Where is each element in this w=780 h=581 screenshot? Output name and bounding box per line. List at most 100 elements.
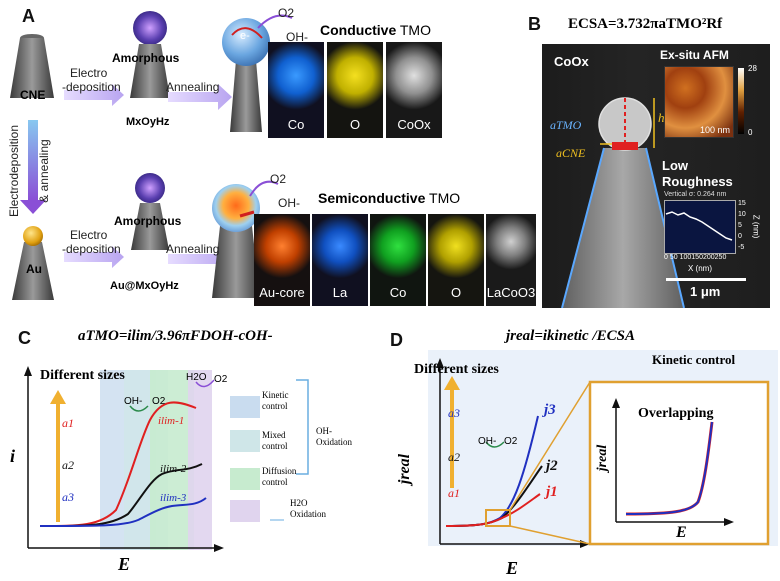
c-different-sizes: Different sizes [40,368,125,383]
arrow-electrodeposition-top [64,84,124,106]
arrow-electrodeposition-bottom [64,246,124,268]
d-j3: j3 [544,402,556,418]
legend-kinetic: Kinetic control [262,390,289,411]
oh-label-top: OH- [286,30,308,44]
panel-d-equation: jreal=ikinetic /ECSA [506,328,635,344]
electro-label-top-2: -deposition [62,80,121,94]
c-ilim3: ilim-3 [160,492,187,504]
conductive-tmo-word: TMO [396,22,431,38]
afm-colorbar-min: 0 [748,128,753,137]
d-j1: j1 [546,484,558,500]
d-a3: a3 [448,406,460,420]
map-o-bottom: O [428,214,484,306]
profile-plot [664,200,736,254]
vertical-arrow [28,120,38,200]
c-a3: a3 [62,490,74,504]
afm-colorbar [738,68,744,134]
c-xlabel: E [118,554,131,574]
d-inset-xlabel: E [676,524,687,541]
amorphous-electrode-top [130,11,170,98]
amorphous-label-bottom: Amorphous [114,214,182,228]
roughness-label-1: Low [662,158,688,173]
oxygen-evolution-arrow-top [257,14,293,29]
formula-top: MxOyHz [126,116,170,128]
au-label: Au [26,262,42,276]
d-ylabel: jreal [396,453,414,485]
profile-ylabel: Z (nm) [751,214,761,239]
d-a2: a2 [448,450,460,464]
conductive-word: Conductive [320,22,397,38]
panel-d-label: D [390,330,403,350]
d-a1: a1 [448,486,460,500]
d-o2: O2 [504,436,518,447]
a-tmo-label: aTMO [550,118,582,132]
vertical-sigma: Vertical σ: 0.264 nm [664,191,727,198]
d-overlapping: Overlapping [638,406,714,421]
panel-c-equation: aTMO=ilim/3.96πFDOH-cOH- [78,328,273,344]
c-a1: a1 [62,416,74,430]
profile-line [665,211,733,241]
cne-electrode [10,34,54,98]
oh-label-bottom: OH- [278,196,300,210]
c-o2b: O2 [214,374,228,385]
annealing-label-top: Annealing [166,80,220,94]
panel-b-equation: ECSA=3.732πaTMO²Rf [568,16,723,32]
scalebar-label: 1 μm [690,284,721,299]
map-co-bottom: Co [370,214,426,306]
a-cne-label: aCNE [556,146,586,160]
map-o-top: O [327,42,383,138]
map-la: La [312,214,368,306]
panel-b-label: B [528,14,541,34]
c-o2: O2 [152,396,166,407]
formula-bottom: Au@MxOyHz [110,280,179,292]
c-ylabel: i [10,446,16,466]
afm-image: 100 nm [664,66,734,138]
d-kinetic-control: Kinetic control [652,352,736,367]
roughness-label-2: Roughness [662,174,733,189]
electro-label-bot-2: -deposition [62,242,121,256]
coox-label: CoOx [554,54,589,69]
semiconductive-word: Semiconductive [318,190,426,206]
electron-label: e- [240,30,250,42]
semiconductive-tmo-electrode [212,184,260,298]
c-oh: OH- [124,396,143,407]
legend-oh-oxidation: OH- Oxidation [316,426,352,447]
annealing-label-bot: Annealing [166,242,220,256]
conductive-tmo-electrode [222,18,270,132]
map-coox-top: CoOx [386,42,442,138]
electro-label-bot-1: Electro [70,228,108,242]
map-lacoo3: LaCoO3 [486,214,536,306]
map-co-top: Co [268,42,324,138]
o2-label-bottom: O2 [270,172,287,186]
conductive-title: Conductive TMO [320,22,431,38]
c-a2: a2 [62,458,74,472]
profile-xlabel: X (nm) [688,264,712,273]
o2-label-top: O2 [278,6,295,20]
profile-xticks: 0 50 100150200250 [664,254,727,261]
h-label: h [658,110,665,125]
semiconductive-tmo-word: TMO [425,190,461,206]
afm-title: Ex-situ AFM [660,48,729,62]
panel-d-plot [428,350,778,548]
electro-label-top-1: Electro [70,66,108,80]
profile-yticks: 15 10 5 0 -5 [738,200,746,251]
d-inset-ylabel: jreal [595,444,611,472]
c-ilim1: ilim-1 [158,415,185,427]
cne-label: CNE [20,88,46,102]
amorphous-electrode-bottom [131,173,169,250]
arrow-annealing-bottom [168,246,232,272]
afm-colorbar-max: 28 [748,64,757,73]
panel-c-label: C [18,328,31,348]
d-j2: j2 [546,458,558,474]
d-xlabel: E [506,558,519,578]
afm-scale: 100 nm [699,125,730,135]
vertical-label-2: & annealing [37,139,51,203]
c-h2o: H2O [186,372,207,383]
map-aucore: Au-core [254,214,310,306]
amorphous-label-top: Amorphous [112,51,180,65]
vertical-label-1: Electrodeposition [7,124,21,218]
panel-c-plot [24,366,309,552]
panel-a-label: A [22,6,35,26]
legend-diffusion: Diffusion control [262,466,297,487]
d-different-sizes: Different sizes [414,362,499,377]
